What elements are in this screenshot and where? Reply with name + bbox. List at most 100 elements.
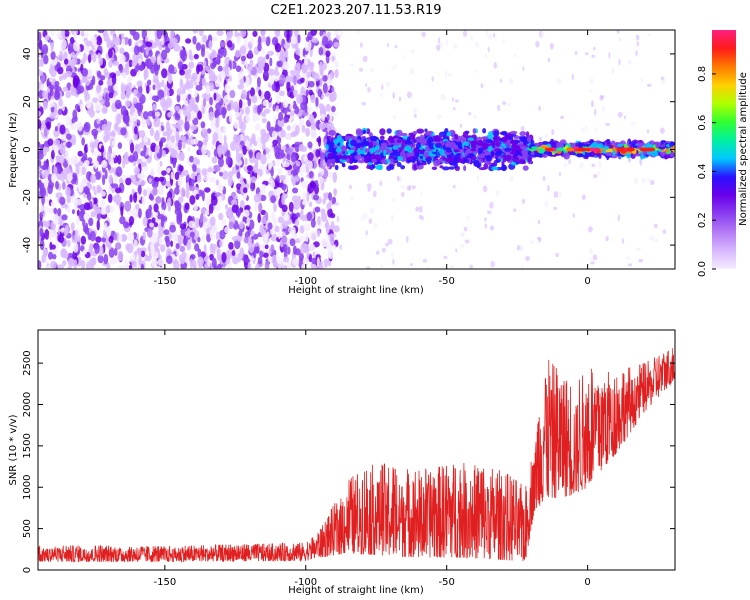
- heatmap-cell: [327, 121, 334, 132]
- heatmap-cell: [222, 125, 227, 135]
- heatmap-cell: [55, 180, 59, 190]
- heatmap-cell: [201, 233, 205, 242]
- heatmap-cell: [51, 244, 56, 250]
- heatmap-cell: [50, 30, 55, 37]
- heatmap-cell: [89, 141, 97, 149]
- figure-title: C2E1.2023.207.11.53.R19: [270, 3, 441, 18]
- heatmap-cell: [133, 166, 140, 176]
- heatmap-cell: [319, 65, 324, 75]
- heatmap-cell: [147, 79, 152, 86]
- heatmap-cell: [497, 104, 501, 112]
- heatmap-cell: [415, 206, 420, 212]
- heatmap-cell: [282, 99, 289, 108]
- heatmap-cell: [138, 58, 142, 66]
- heatmap-cell: [334, 30, 339, 36]
- heatmap-cell: [467, 137, 475, 142]
- heatmap-cell: [373, 140, 378, 146]
- heatmap-cell: [96, 184, 102, 191]
- heatmap-cell: [182, 138, 186, 150]
- heatmap-cell: [49, 112, 56, 119]
- heatmap-cell: [80, 30, 85, 37]
- heatmap-cell: [248, 149, 253, 159]
- heatmap-cell: [215, 121, 220, 128]
- heatmap-cell: [436, 114, 442, 119]
- heatmap-cell: [157, 89, 165, 101]
- heatmap-cell: [83, 185, 89, 195]
- snr-frame: [37, 329, 676, 571]
- heatmap-cell: [108, 174, 113, 185]
- heatmap-cell: [474, 69, 477, 73]
- heatmap-cell: [472, 114, 478, 119]
- heatmap-cell: [218, 157, 224, 168]
- heatmap-cell: [519, 131, 527, 137]
- heatmap-cell: [484, 223, 488, 229]
- heatmap-cell: [267, 222, 273, 230]
- heatmap-cell: [128, 38, 132, 47]
- heatmap-y-tick-label: 0: [22, 146, 33, 152]
- snr-x-label: Height of straight line (km): [288, 585, 424, 596]
- heatmap-cell: [78, 184, 84, 194]
- heatmap-cell: [420, 191, 423, 197]
- heatmap-cell: [143, 144, 147, 153]
- heatmap-cell: [217, 184, 224, 193]
- heatmap-y-label: Frequency (Hz): [8, 112, 19, 188]
- heatmap-cell: [325, 50, 331, 57]
- heatmap-cell: [71, 155, 78, 165]
- heatmap-cell: [608, 52, 611, 59]
- heatmap-cell: [290, 85, 295, 93]
- heatmap-cell: [322, 75, 328, 82]
- heatmap-cell: [413, 147, 419, 153]
- heatmap-cell: [449, 264, 454, 269]
- heatmap-cell: [95, 236, 102, 243]
- heatmap-cell: [412, 130, 418, 135]
- heatmap-cell: [321, 93, 325, 100]
- heatmap-cell: [334, 60, 339, 68]
- heatmap-cell: [98, 56, 104, 66]
- heatmap-cell: [327, 40, 333, 48]
- heatmap-cell: [85, 40, 93, 47]
- heatmap-cell: [348, 184, 352, 190]
- heatmap-cell: [167, 190, 173, 200]
- heatmap-cell: [241, 89, 248, 100]
- heatmap-cell: [213, 92, 217, 101]
- heatmap-cell: [563, 163, 567, 167]
- heatmap-cell: [57, 154, 65, 165]
- heatmap-cell: [250, 176, 257, 184]
- heatmap-cell: [257, 213, 261, 224]
- heatmap-cell: [335, 147, 342, 153]
- heatmap-cell: [99, 75, 106, 81]
- heatmap-cell: [218, 212, 224, 221]
- heatmap-cell: [92, 51, 97, 63]
- heatmap-cell: [560, 115, 565, 120]
- heatmap-cell: [95, 84, 101, 94]
- heatmap-cell: [258, 191, 262, 203]
- heatmap-cell: [75, 164, 80, 176]
- heatmap-cell: [308, 80, 315, 88]
- heatmap-cell: [446, 131, 452, 137]
- heatmap-cell: [117, 250, 124, 262]
- heatmap-cell: [564, 136, 567, 141]
- heatmap-cell: [303, 223, 311, 232]
- heatmap-cell: [160, 137, 167, 143]
- heatmap-cell: [572, 213, 576, 218]
- heatmap-cell: [72, 109, 78, 120]
- heatmap-cell: [67, 258, 75, 267]
- heatmap-cell: [282, 244, 288, 252]
- heatmap-cell: [98, 79, 104, 86]
- heatmap-cell: [553, 191, 559, 198]
- heatmap-cell: [665, 148, 669, 153]
- heatmap-cell: [120, 233, 127, 242]
- heatmap-cell: [174, 113, 181, 121]
- heatmap-cell: [209, 216, 216, 226]
- heatmap-cell: [453, 161, 458, 169]
- heatmap-cell: [318, 46, 324, 56]
- heatmap-cell: [272, 139, 278, 146]
- heatmap-cell: [363, 212, 368, 220]
- heatmap-cell: [73, 31, 77, 41]
- heatmap-cell: [188, 220, 196, 229]
- heatmap-cell: [224, 226, 231, 234]
- heatmap-cell: [617, 214, 620, 222]
- heatmap-cell: [195, 42, 202, 51]
- heatmap-cell: [272, 103, 276, 112]
- heatmap-cell: [173, 43, 181, 52]
